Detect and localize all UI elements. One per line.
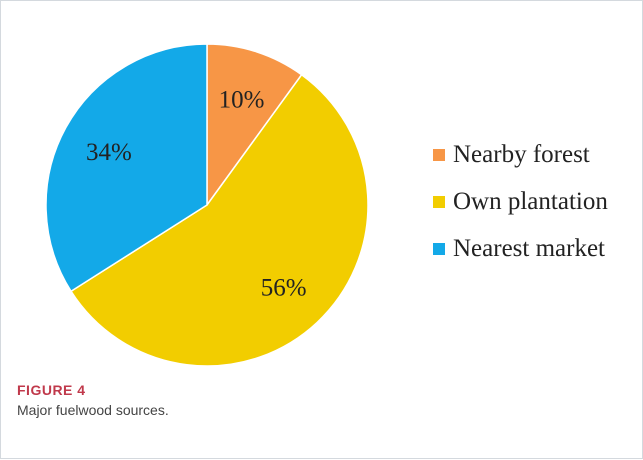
legend-label: Nearby forest [453,140,590,168]
legend-item: Own plantation [433,178,608,225]
pie-slice-own-plantation [70,73,369,367]
figure-caption: FIGURE 4 Major fuelwood sources. [17,382,169,418]
legend-item: Nearby forest [433,131,608,178]
legend-label: Own plantation [453,187,608,215]
chart-legend: Nearby forest Own plantation Nearest marke… [433,131,608,272]
slice-value-label: 10% [219,87,265,114]
pie-slice-nearby-forest [206,43,303,208]
pie-slice-nearest-market [45,43,208,293]
legend-item: Nearest market [433,225,608,272]
legend-swatch [433,148,445,161]
slice-value-label: 34% [86,139,132,166]
figure-number: FIGURE 4 [17,382,86,398]
legend-swatch [433,195,445,208]
figure-caption-text: Major fuelwood sources. [17,402,169,418]
slice-value-label: 56% [261,275,307,302]
legend-label: Nearest market [453,234,606,262]
legend-swatch [433,242,445,255]
